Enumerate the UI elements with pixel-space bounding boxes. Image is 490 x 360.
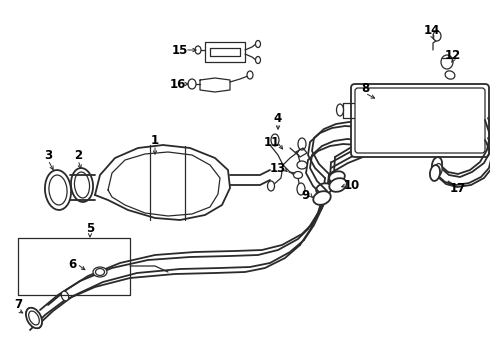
Text: 2: 2	[74, 149, 82, 162]
Text: 6: 6	[68, 257, 76, 270]
Text: 15: 15	[172, 44, 188, 57]
Ellipse shape	[29, 311, 39, 325]
Ellipse shape	[49, 175, 67, 205]
Ellipse shape	[93, 267, 107, 277]
Ellipse shape	[430, 165, 440, 181]
Ellipse shape	[298, 138, 306, 150]
Text: 11: 11	[264, 135, 280, 149]
Text: 3: 3	[44, 149, 52, 162]
Ellipse shape	[188, 79, 196, 89]
Ellipse shape	[26, 308, 42, 328]
Ellipse shape	[26, 308, 42, 328]
Ellipse shape	[441, 55, 453, 69]
Ellipse shape	[294, 171, 302, 179]
Ellipse shape	[433, 31, 441, 41]
Ellipse shape	[195, 46, 201, 54]
Ellipse shape	[255, 57, 261, 63]
Ellipse shape	[247, 71, 253, 79]
Ellipse shape	[61, 291, 69, 301]
Ellipse shape	[313, 191, 331, 205]
Ellipse shape	[268, 181, 274, 191]
Text: 16: 16	[170, 77, 186, 90]
Ellipse shape	[329, 171, 345, 183]
Text: 17: 17	[450, 181, 466, 194]
Ellipse shape	[297, 161, 307, 169]
Text: 14: 14	[424, 23, 440, 36]
Text: 8: 8	[361, 81, 369, 95]
Text: 7: 7	[14, 298, 22, 311]
Ellipse shape	[434, 163, 442, 176]
Ellipse shape	[71, 168, 93, 202]
Ellipse shape	[74, 172, 90, 198]
Ellipse shape	[297, 183, 305, 195]
Text: 9: 9	[301, 189, 309, 202]
Ellipse shape	[29, 311, 39, 325]
Ellipse shape	[45, 170, 71, 210]
Ellipse shape	[271, 134, 279, 146]
Ellipse shape	[445, 71, 455, 79]
Text: 13: 13	[270, 162, 286, 175]
Text: 12: 12	[445, 49, 461, 62]
Ellipse shape	[316, 183, 332, 195]
Text: 5: 5	[86, 221, 94, 234]
Text: 4: 4	[274, 112, 282, 125]
Text: 10: 10	[344, 179, 360, 192]
Ellipse shape	[96, 269, 104, 275]
Text: 1: 1	[151, 134, 159, 147]
Ellipse shape	[337, 104, 343, 116]
Ellipse shape	[255, 40, 261, 48]
Ellipse shape	[329, 178, 347, 192]
FancyBboxPatch shape	[351, 84, 489, 157]
Ellipse shape	[432, 157, 442, 173]
